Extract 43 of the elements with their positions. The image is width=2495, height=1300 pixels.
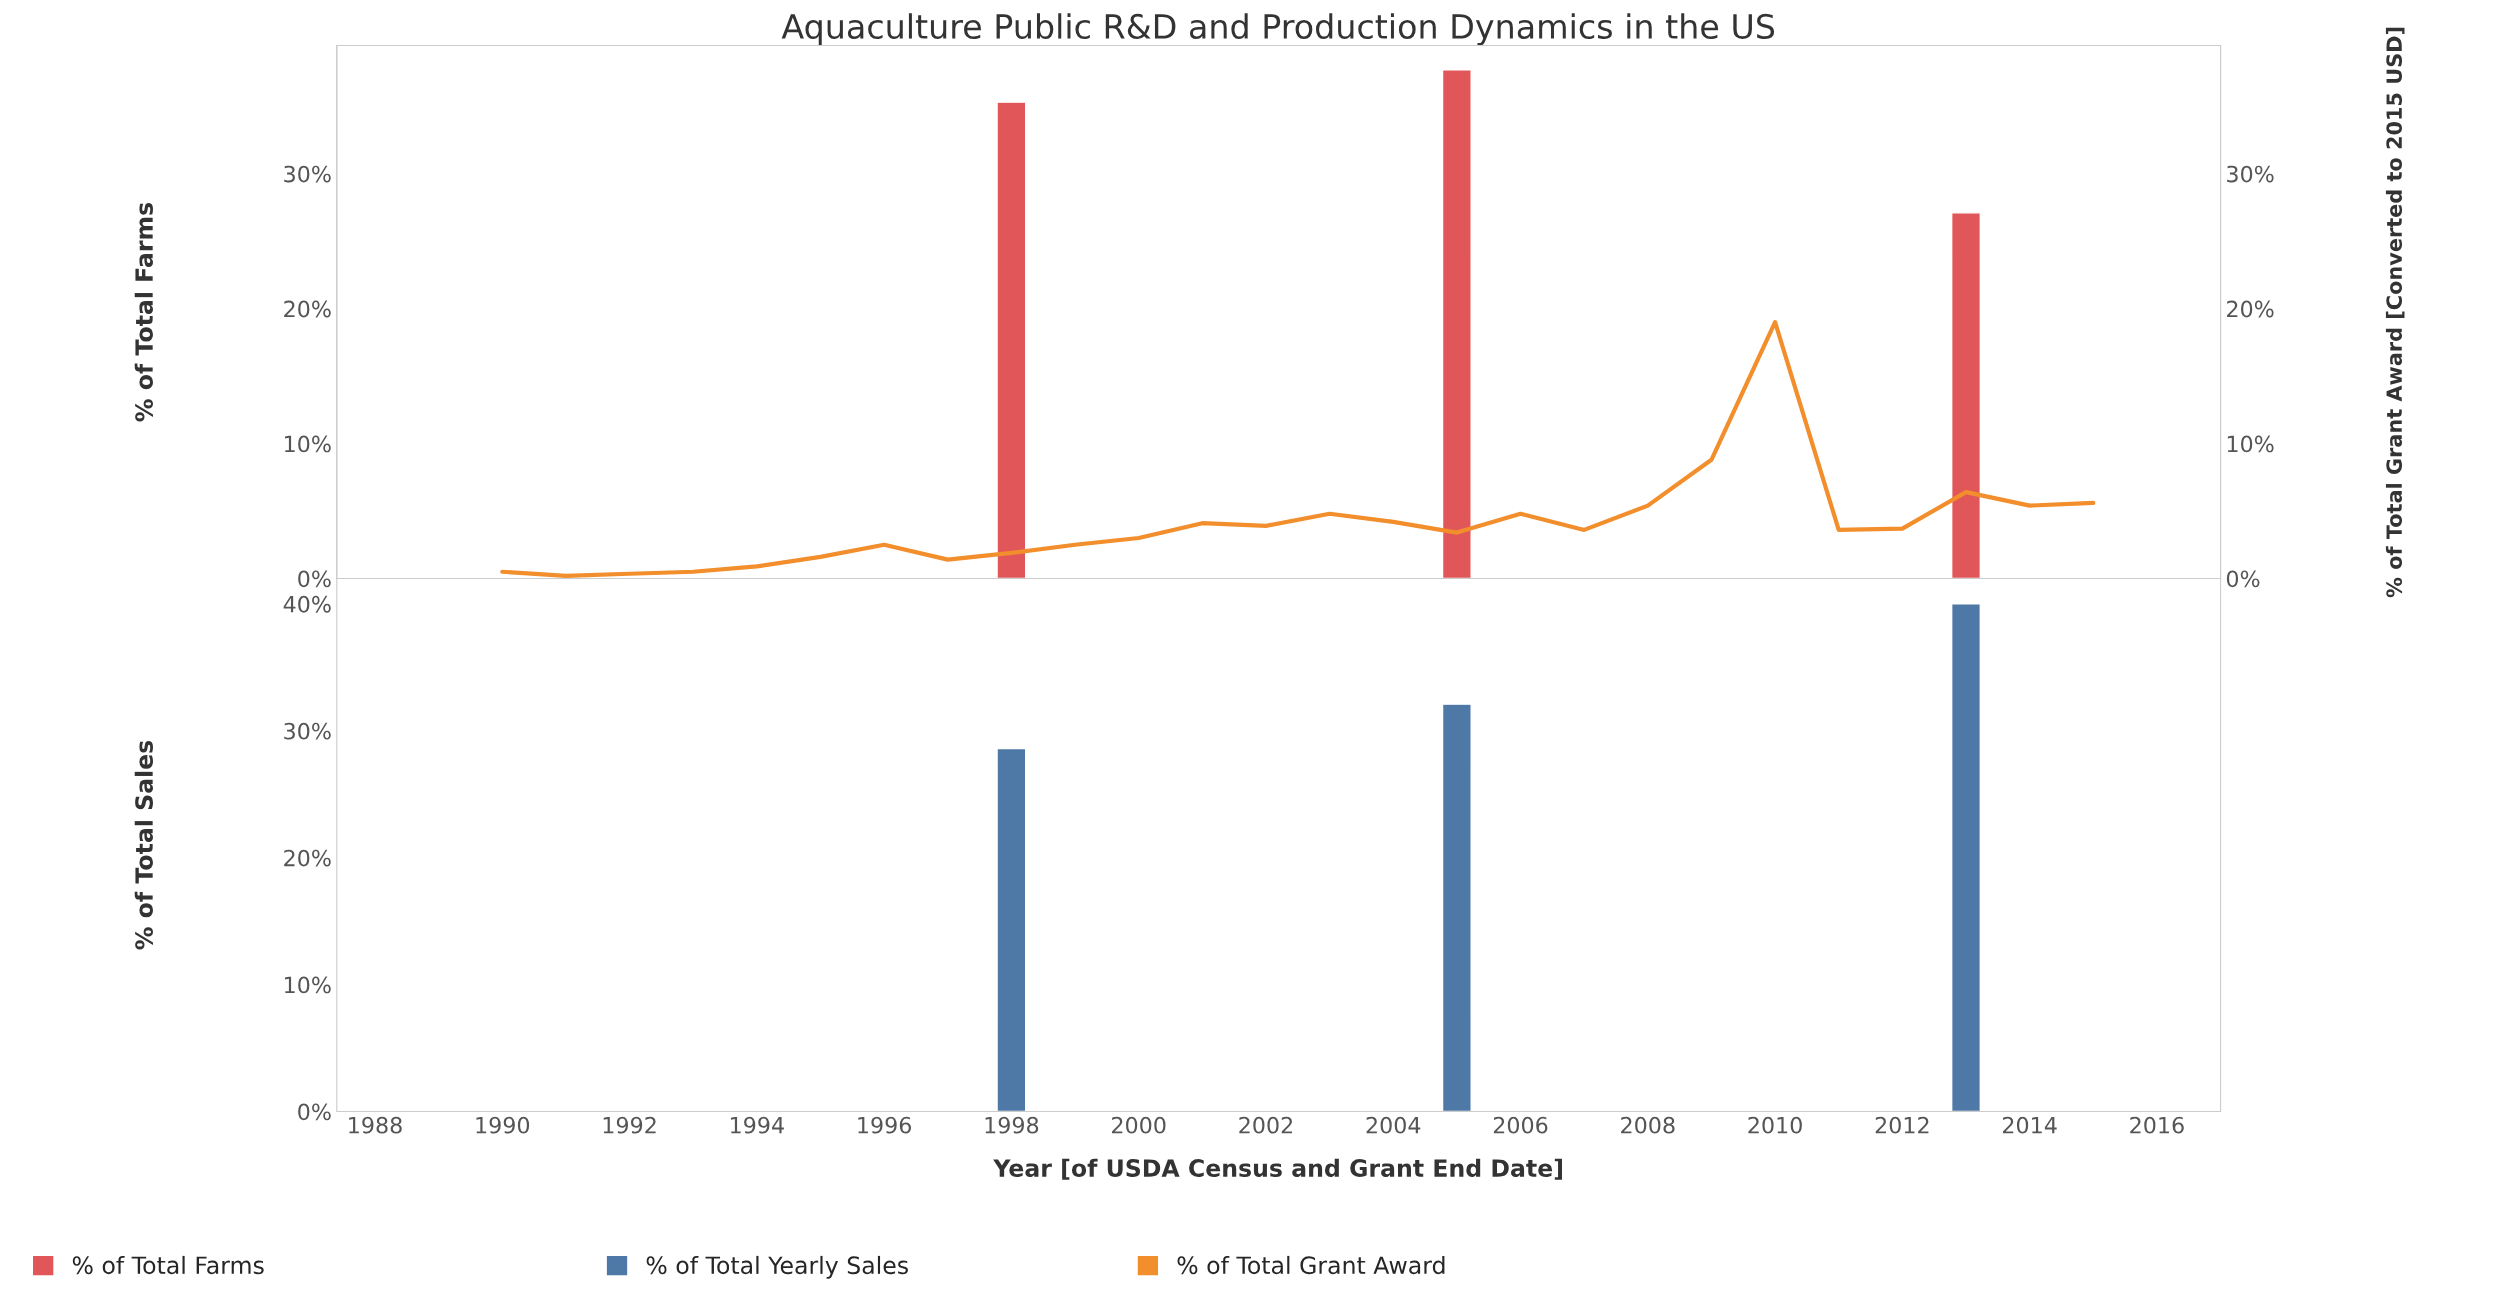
x-tick-label: 1996 [858,1116,911,1134]
x-axis-title: Year [of USDA Census and Grant End Date] [993,1158,1562,1180]
x-tick-label: 2012 [1875,1116,1929,1134]
y2-tick-label: 30% [2227,165,2274,183]
x-tick-label: 2008 [1621,1116,1675,1134]
legend-label: % of Total Grant Award [1177,1255,1445,1275]
bar [996,101,1027,579]
y2-tick-label: 10% [2227,435,2274,453]
x-tick-label: 1990 [476,1116,530,1134]
y-axis-title: % of Total Sales [134,740,153,950]
y-tick-label: 40% [283,595,331,613]
y2-tick-label: 0% [2226,570,2260,588]
bar [1950,603,1982,1112]
bar [996,747,1027,1112]
y-tick-label: 20% [284,849,331,867]
legend-label: % of Total Yearly Sales [646,1255,908,1279]
x-tick-label: 2016 [2130,1116,2184,1134]
x-tick-label: 1992 [603,1116,656,1134]
chart-title: Aquaculture Public R&D and Production Dynamics in the US [781,13,1775,46]
x-tick-label: 2000 [1112,1116,1166,1134]
x-tick-label: 2002 [1239,1116,1293,1134]
x-tick-label: 2006 [1493,1116,1548,1134]
y2-tick-label: 20% [2227,300,2274,318]
x-tick-label: 2014 [2002,1116,2057,1134]
legend-label: % of Total Farms [72,1255,264,1275]
x-tick-label: 1998 [985,1116,1039,1134]
bar [1950,212,1982,579]
x-tick-label: 2004 [1366,1116,1421,1134]
y-tick-label: 0% [298,1103,331,1121]
y-axis-title: % of Total Farms [134,202,153,422]
y-tick-label: 10% [285,435,331,453]
bar [1441,69,1472,579]
x-tick-label: 1988 [349,1116,402,1134]
x-tick-label: 2010 [1748,1116,1802,1134]
x-tick-label: 1994 [731,1116,784,1134]
y-tick-label: 0% [298,570,331,588]
y2-axis-title: % of Total Grant Award [Converted to 2015 USD] [2385,27,2405,598]
y-tick-label: 30% [284,722,331,740]
y-tick-label: 10% [285,976,331,994]
line-series [500,320,2096,578]
y-tick-label: 30% [284,165,331,183]
y-tick-label: 20% [284,300,331,318]
bar [1441,703,1472,1112]
